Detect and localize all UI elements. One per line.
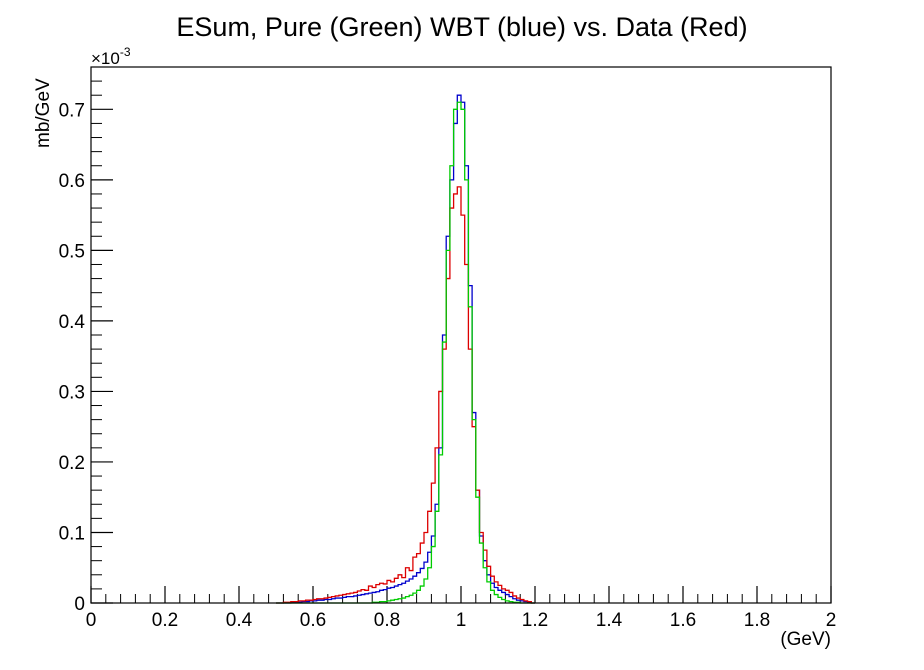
x-tick-label: 0.4	[226, 610, 253, 631]
y-tick-label: 0.7	[59, 100, 85, 121]
y-tick-label: 0.3	[59, 382, 85, 403]
histogram-series-1	[276, 186, 535, 604]
y-axis-multiplier-base: ×10	[91, 49, 120, 68]
y-tick-label: 0.5	[59, 241, 85, 262]
y-tick-label: 0.1	[59, 523, 85, 544]
x-tick-label: 0.2	[152, 610, 178, 631]
x-tick-label: 0.6	[300, 610, 326, 631]
plot-frame	[90, 66, 832, 604]
x-tick-label: 0.8	[374, 610, 400, 631]
x-tick-label: 0	[86, 610, 97, 631]
x-axis-label: (GeV)	[780, 629, 831, 650]
y-tick-label: 0.6	[59, 171, 85, 192]
y-axis-label: mb/GeV	[33, 78, 54, 148]
x-tick-label: 1.2	[522, 610, 548, 631]
chart-title: ESum, Pure (Green) WBT (blue) vs. Data (…	[176, 12, 747, 42]
y-axis-multiplier-exponent: -3	[120, 45, 131, 59]
x-tick-label: 1.4	[596, 610, 623, 631]
y-tick-label: 0.4	[59, 312, 86, 333]
tick-labels: 0 0.2 0.4 0.6 0.8 1 1.2 1.4 1.6 1.8 2 0 0.1 0.2 0.3 0.4…	[59, 100, 837, 631]
y-tick-label: 0	[74, 594, 85, 615]
series-layer	[276, 94, 535, 604]
histogram-series-0	[276, 94, 535, 604]
y-axis-multiplier: ×10-3	[91, 45, 131, 68]
x-tick-label: 2	[826, 610, 837, 631]
x-tick-label: 1.8	[744, 610, 770, 631]
axis-ticks	[90, 66, 832, 604]
histogram-series-2	[276, 101, 535, 604]
x-tick-label: 1	[456, 610, 467, 631]
y-tick-label: 0.2	[59, 453, 85, 474]
x-tick-label: 1.6	[670, 610, 696, 631]
